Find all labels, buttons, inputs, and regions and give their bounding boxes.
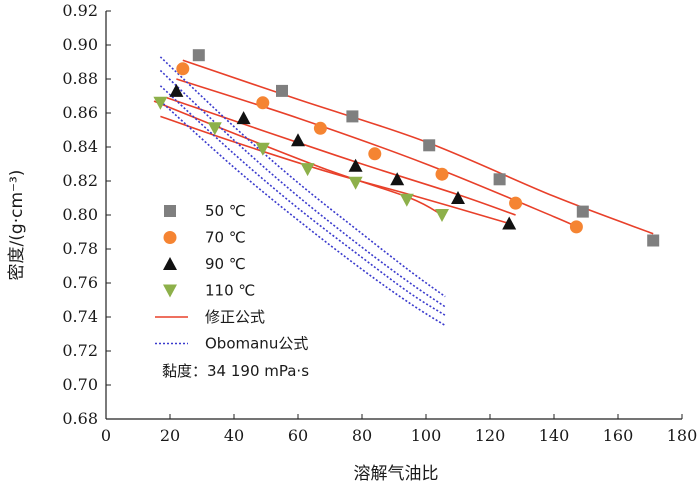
data-point [313,121,327,135]
data-point [576,205,589,218]
corrected-formula-curve [153,100,443,216]
data-point [423,139,436,152]
y-tick-label: 0.80 [62,205,98,224]
data-point [236,111,251,125]
x-axis-title: 溶解气油比 [354,464,439,484]
legend-label: 50 ℃ [205,202,246,220]
data-point [153,96,168,110]
data-point [255,142,270,156]
y-tick-label: 0.90 [62,35,98,54]
data-point [256,96,270,110]
x-tick-label: 120 [475,426,506,445]
corrected-formula-curve [176,78,577,228]
data-point [192,49,205,62]
obomanu-curve [159,100,446,327]
data-point [390,172,405,186]
legend-item: 90 ℃ [163,255,246,273]
y-axis-title: 密度/(g·cm⁻³) [7,170,27,281]
data-point [346,110,359,123]
x-tick-label: 0 [101,426,111,445]
y-tick-label: 0.84 [62,137,98,156]
legend-label: 90 ℃ [205,255,246,273]
legend-label: 110 ℃ [205,282,255,300]
data-point [207,122,222,136]
y-tick-label: 0.74 [62,307,98,326]
obomanu-curve [159,85,446,316]
data-point [502,216,517,230]
x-tick-label: 180 [667,426,698,445]
data-point [493,173,506,186]
data-point [509,196,523,210]
data-point [348,158,363,172]
y-tick-label: 0.82 [62,171,98,190]
data-point [169,83,184,97]
data-point [276,84,288,97]
data-point [368,147,382,161]
y-tick-label: 0.88 [62,69,98,88]
x-tick-label: 60 [288,426,308,445]
axes [105,10,683,420]
data-point [435,167,449,181]
legend-item: 70 ℃ [163,229,246,247]
tick-labels: 0 20 40 60 80 100 120 140 160 180 0.68 0.70 0.72 0.74… [62,1,697,445]
data-point [647,234,660,247]
y-tick-label: 0.70 [62,375,98,394]
y-tick-label: 0.78 [62,239,98,258]
corrected-formula-curve [160,115,510,225]
data-point [348,176,363,190]
y-tick-label: 0.72 [62,341,98,360]
viscosity-annotation: 黏度：34 190 mPa·s [162,362,309,380]
x-tick-label: 40 [224,426,244,445]
legend-swatch [163,257,177,270]
data-point [399,193,414,207]
data-point [176,62,190,76]
legend-label: 70 ℃ [205,229,246,247]
legend-swatch [163,231,177,244]
y-tick-label: 0.76 [62,273,98,292]
x-tick-label: 160 [603,426,634,445]
data-point [569,220,583,234]
legend-item: 50 ℃ [164,202,246,220]
data-point [291,133,305,147]
legend-label: 修正公式 [205,308,265,326]
data-point [300,163,315,177]
y-tick-label: 0.86 [62,103,98,122]
legend-item: 110 ℃ [163,282,255,300]
x-tick-label: 80 [352,426,372,445]
y-tick-label: 0.92 [62,1,98,20]
y-tick-label: 0.68 [62,409,98,428]
legend: 50 ℃ 70 ℃ 90 ℃ 110 ℃ 修正公式 Obomanu公式 [155,202,308,353]
data-point [451,191,465,204]
data-point [435,209,449,222]
legend-item: Obomanu公式 [155,335,308,353]
obomanu-curve [159,69,446,308]
legend-label: Obomanu公式 [205,335,308,353]
legend-item: 修正公式 [155,308,265,326]
x-tick-label: 100 [411,426,442,445]
legend-swatch [163,284,177,298]
plot-markers [153,49,660,247]
x-tick-label: 140 [539,426,570,445]
x-tick-label: 20 [160,426,180,445]
obomanu-curve [159,56,446,298]
legend-swatch [164,205,176,217]
